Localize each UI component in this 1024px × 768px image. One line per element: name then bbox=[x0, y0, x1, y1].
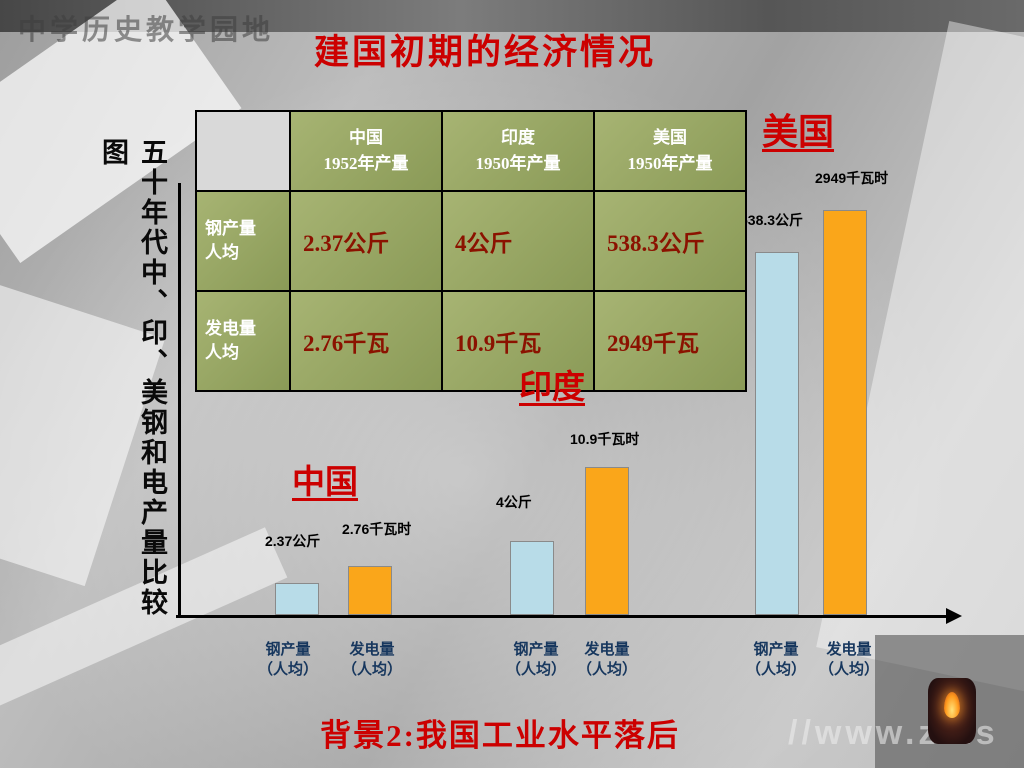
table-cell-electricity-india: 10.9千瓦 bbox=[441, 290, 595, 392]
comparison-table: 中国 1952年产量 印度 1950年产量 美国 1950年产量 钢产量 人均 … bbox=[195, 110, 747, 392]
xaxis-label-usa-steel: 钢产量 （人均） bbox=[745, 641, 806, 678]
table-row-steel: 钢产量 人均 2.37公斤 4公斤 538.3公斤 bbox=[195, 190, 747, 292]
value-label-usa-steel: 538.3公斤 bbox=[740, 212, 804, 228]
table-rowheader-electricity: 发电量 人均 bbox=[195, 290, 291, 392]
x-axis bbox=[176, 615, 948, 618]
value-label-china-electricity: 2.76千瓦时 bbox=[342, 521, 412, 537]
bar-india-steel bbox=[510, 541, 554, 615]
xaxis-label-india-steel: 钢产量 （人均） bbox=[505, 641, 566, 678]
country-label-china: 中国 bbox=[292, 465, 358, 501]
xaxis-label-india-electricity: 发电量 （人均） bbox=[576, 641, 637, 678]
table-header-india: 印度 1950年产量 bbox=[441, 110, 595, 192]
xaxis-label-china-steel: 钢产量 （人均） bbox=[257, 641, 318, 678]
table-header-row: 中国 1952年产量 印度 1950年产量 美国 1950年产量 bbox=[195, 110, 747, 192]
country-label-usa: 美国 bbox=[762, 112, 835, 152]
slide-title: 建国初期的经济情况 bbox=[313, 33, 656, 72]
bar-india-electricity bbox=[585, 467, 629, 615]
bar-usa-electricity bbox=[823, 210, 867, 615]
value-label-india-steel: 4公斤 bbox=[496, 494, 532, 510]
torch-icon bbox=[928, 678, 976, 744]
x-axis-arrow-icon bbox=[946, 608, 962, 624]
table-rowheader-steel: 钢产量 人均 bbox=[195, 190, 291, 292]
table-cell-steel-india: 4公斤 bbox=[441, 190, 595, 292]
table-cell-electricity-china: 2.76千瓦 bbox=[289, 290, 443, 392]
value-label-india-electricity: 10.9千瓦时 bbox=[570, 431, 640, 447]
chart-caption-vertical: 五十年代中、印、美钢和电产量比较图 bbox=[98, 138, 167, 618]
xaxis-label-china-electricity: 发电量 （人均） bbox=[341, 641, 402, 678]
bottom-caption: 背景2:我国工业水平落后 bbox=[320, 718, 680, 753]
table-header-china: 中国 1952年产量 bbox=[289, 110, 443, 192]
watermark-site-name: 中学历史教学园地 bbox=[18, 15, 275, 46]
value-label-china-steel: 2.37公斤 bbox=[265, 533, 321, 549]
bar-china-electricity bbox=[348, 566, 392, 615]
bar-china-steel bbox=[275, 583, 319, 615]
xaxis-label-usa-electricity: 发电量 （人均） bbox=[818, 641, 879, 678]
table-cell-steel-china: 2.37公斤 bbox=[289, 190, 443, 292]
table-cell-steel-usa: 538.3公斤 bbox=[593, 190, 747, 292]
table-row-electricity: 发电量 人均 2.76千瓦 10.9千瓦 2949千瓦 bbox=[195, 290, 747, 392]
y-axis bbox=[178, 183, 181, 617]
table-corner-cell bbox=[195, 110, 291, 192]
flame-icon bbox=[944, 692, 960, 718]
table-cell-electricity-usa: 2949千瓦 bbox=[593, 290, 747, 392]
country-label-india: 印度 bbox=[519, 370, 585, 406]
value-label-usa-electricity: 2949千瓦时 bbox=[815, 170, 889, 186]
bar-usa-steel bbox=[755, 252, 799, 615]
table-header-usa: 美国 1950年产量 bbox=[593, 110, 747, 192]
